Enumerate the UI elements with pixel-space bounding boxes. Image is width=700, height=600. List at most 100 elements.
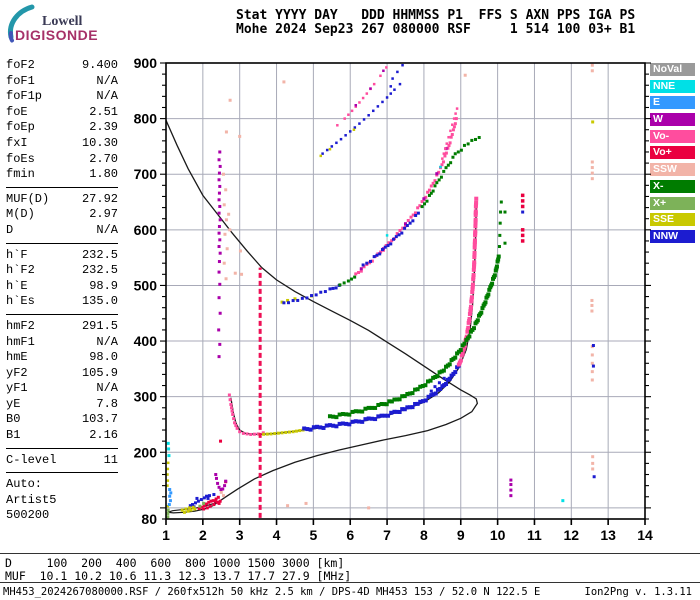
param-label: B1 <box>6 428 21 443</box>
param-value: 2.16 <box>89 428 118 443</box>
param-row-foF1p: foF1p N/A <box>6 89 118 105</box>
param-value: 98.0 <box>89 350 118 365</box>
trace-h2x-blue <box>361 211 420 267</box>
legend-item-NoVal: NoVal <box>650 63 695 76</box>
param-row-hmE: hmE 98.0 <box>6 350 118 366</box>
param-label: B0 <box>6 412 21 427</box>
param-label: h`E <box>6 278 28 293</box>
param-value: 103.7 <box>81 412 118 427</box>
echo-status-legend: NoVal NNE E W Vo- Vo+ SSW X- X+ SSE NNW <box>650 63 696 247</box>
param-value: 135.0 <box>81 294 118 309</box>
x-tick-label: 1 <box>162 527 170 540</box>
legend-item-NNE: NNE <box>650 79 695 93</box>
logo-arc-icon <box>7 4 35 43</box>
autoscaler-line: 500200 <box>6 508 50 523</box>
param-value: 11 <box>103 452 118 467</box>
param-value: 2.39 <box>89 120 118 135</box>
param-row-foF1: foF1 N/A <box>6 74 118 90</box>
param-label: foF2 <box>6 58 35 72</box>
trace-blue-right <box>591 343 596 479</box>
muf-row: MUF 10.1 10.2 10.6 11.3 12.3 13.7 17.7 2… <box>5 569 352 583</box>
trace-layer <box>166 63 596 519</box>
param-label: D <box>6 222 14 237</box>
param-row-yF1: yF1 N/A <box>6 381 118 397</box>
param-row-M(D): M(D) 2.97 <box>6 207 118 223</box>
param-row-MUF(D): MUF(D) 27.92 <box>6 192 118 208</box>
param-row-C-level: C-level 11 <box>6 453 118 469</box>
legend-item-E: E <box>650 96 695 110</box>
trace-h3-yellow <box>319 128 356 158</box>
x-tick-label: 4 <box>273 527 281 540</box>
parameter-panel: foF2 9.400 foF1 N/A foF1p N/A foE 2.51 foEp 2.39 f… <box>6 58 118 524</box>
param-label: hmE <box>6 350 28 365</box>
legend-item-W: W <box>650 113 695 127</box>
param-value: 7.8 <box>96 396 118 411</box>
param-row-h`Es: h`Es 135.0 <box>6 294 118 310</box>
trace-h2-cyan <box>385 165 442 237</box>
param-label: foF1p <box>6 89 43 104</box>
trace-e-red <box>197 439 228 511</box>
trace-f1o-mid <box>302 363 461 432</box>
file-info-text: MH453_2024267080000.RSF / 260fx512h 50 k… <box>3 586 541 598</box>
trace-h2o-magenta <box>359 147 448 271</box>
param-label: foF1 <box>6 73 35 88</box>
param-value: 10.30 <box>81 135 118 150</box>
param-row-fmin: fmin 1.80 <box>6 167 118 183</box>
x-tick-label: 6 <box>346 527 354 540</box>
x-tick-label: 8 <box>420 527 428 540</box>
x-tick-label: 12 <box>564 527 580 540</box>
footer-divider-top <box>0 553 700 554</box>
header-line-2: Mohe 2024 Sep23 267 080000 RSF 1 514 100… <box>236 22 636 37</box>
param-label: foEs <box>6 151 35 166</box>
param-label: h`F2 <box>6 263 35 278</box>
legend-item-SSW: SSW <box>650 163 695 177</box>
legend-item-X-: X- <box>650 179 695 193</box>
trace-f1x-green <box>327 254 501 420</box>
y-tick-label: 500 <box>134 277 158 293</box>
legend-item-Vo+: Vo+ <box>650 146 695 160</box>
trace-w-column <box>217 150 222 359</box>
legend-item-SSE: SSE <box>650 213 695 227</box>
distance-row: D 100 200 400 600 800 1000 1500 3000 [km… <box>5 556 345 570</box>
param-value: 2.70 <box>89 151 118 166</box>
y-tick-label: 400 <box>134 333 158 349</box>
legend-item-X+: X+ <box>650 196 695 210</box>
legend-item-NNW: NNW <box>650 229 695 243</box>
param-value: 2.51 <box>89 104 118 119</box>
param-row-D: D N/A <box>6 223 118 239</box>
param-value: 291.5 <box>81 318 118 333</box>
logo-text-lowell: Lowell <box>42 14 83 29</box>
panel-divider <box>6 242 118 244</box>
param-value: N/A <box>96 73 118 88</box>
param-label: MUF(D) <box>6 191 50 206</box>
trace-w-right <box>509 478 513 498</box>
trace-left-yellow <box>166 461 170 508</box>
header-line-1: Stat YYYY DAY DDD HHMMSS P1 FFS S AXN PP… <box>236 8 636 23</box>
trace-left-cyan <box>166 441 565 503</box>
param-label: foE <box>6 104 28 119</box>
param-value: N/A <box>96 89 118 104</box>
digisonde-logo: Lowell DIGISONDE <box>2 2 232 54</box>
x-tick-label: 13 <box>600 527 616 540</box>
y-tick-label: 700 <box>134 166 158 182</box>
param-label: yF1 <box>6 381 28 396</box>
panel-divider <box>6 447 118 449</box>
y-tick-label: 600 <box>134 222 158 238</box>
legend-item-Vo-: Vo- <box>650 129 695 143</box>
param-label: M(D) <box>6 207 35 222</box>
trace-yellow-right <box>591 120 595 124</box>
param-value: 9.400 <box>81 58 118 72</box>
param-value: N/A <box>96 381 118 396</box>
program-version: Ion2Png v. 1.3.11 <box>584 586 692 598</box>
y-tick-label: 300 <box>134 389 158 405</box>
trace-profile-curve <box>166 120 479 502</box>
trace-artist-otrace <box>230 201 477 436</box>
param-value: N/A <box>96 222 118 237</box>
x-tick-label: 5 <box>309 527 317 540</box>
panel-divider <box>6 186 118 188</box>
trace-h2o-green <box>338 275 357 287</box>
param-label: yE <box>6 396 21 411</box>
y-tick-label: 800 <box>134 111 158 127</box>
trace-red-right <box>520 193 525 243</box>
